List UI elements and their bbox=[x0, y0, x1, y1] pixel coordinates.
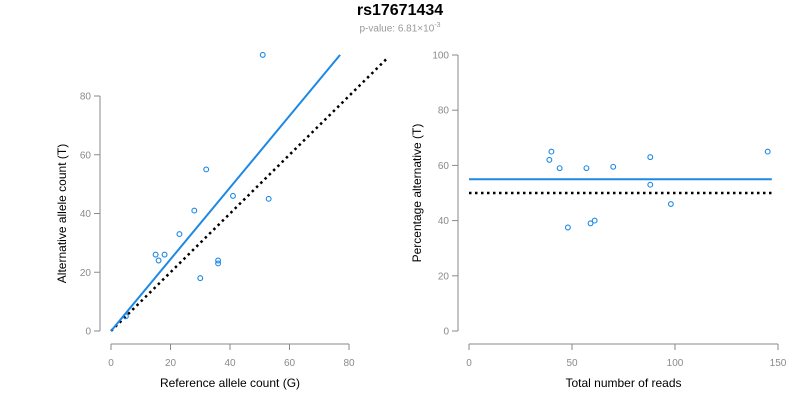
x-axis-title: Reference allele count (G) bbox=[160, 376, 300, 390]
data-point bbox=[610, 163, 617, 170]
y-tick-label: 60 bbox=[80, 150, 92, 161]
y-axis-title: Percentage alternative (T) bbox=[410, 124, 424, 263]
y-tick-label: 100 bbox=[432, 51, 449, 62]
data-point bbox=[191, 207, 198, 214]
data-point bbox=[647, 154, 654, 161]
data-point bbox=[259, 51, 266, 58]
x-tick-label: 100 bbox=[667, 358, 684, 369]
data-point bbox=[265, 195, 272, 202]
y-tick-label: 0 bbox=[85, 327, 91, 338]
data-point bbox=[155, 257, 162, 264]
data-point bbox=[230, 192, 236, 199]
chart-subtitle: p-value: 6.81×10-3 bbox=[0, 22, 800, 34]
y-tick-label: 80 bbox=[80, 92, 92, 103]
data-point bbox=[583, 165, 590, 172]
data-point bbox=[647, 181, 654, 188]
y-tick-label: 40 bbox=[438, 216, 450, 227]
x-tick-label: 0 bbox=[466, 358, 472, 369]
chart-title: rs17671434 bbox=[356, 2, 444, 19]
y-axis-title: Alternative allele count (T) bbox=[55, 144, 69, 283]
x-tick-label: 80 bbox=[343, 358, 355, 369]
y-tick-label: 80 bbox=[438, 106, 450, 117]
data-point bbox=[122, 313, 129, 320]
fit-line bbox=[110, 54, 341, 332]
data-point bbox=[203, 166, 210, 173]
y-tick-label: 20 bbox=[438, 271, 450, 282]
x-tick-label: 20 bbox=[165, 358, 177, 369]
x-axis-title: Total number of reads bbox=[565, 376, 681, 390]
data-point bbox=[161, 251, 168, 258]
panel-2: 0 20 40 60 80 100 0 50 100 150 Total number of rea… bbox=[410, 51, 787, 391]
data-point bbox=[546, 156, 553, 163]
data-point bbox=[556, 165, 563, 172]
panel-1: 0 20 40 60 80 0 20 40 60 80 Reference allele count… bbox=[55, 51, 389, 390]
subtitle-prefix: p-value: 6.81×10 bbox=[359, 23, 435, 35]
data-point bbox=[176, 231, 183, 238]
data-point bbox=[152, 251, 159, 258]
data-point bbox=[591, 217, 598, 224]
y-tick-label: 60 bbox=[438, 161, 450, 172]
data-point bbox=[215, 257, 222, 264]
data-point bbox=[548, 148, 555, 155]
data-point bbox=[667, 201, 674, 207]
x-tick-label: 50 bbox=[566, 358, 578, 369]
data-point bbox=[587, 220, 594, 227]
x-tick-label: 40 bbox=[224, 358, 236, 369]
reference-line bbox=[110, 56, 389, 332]
y-tick-label: 20 bbox=[80, 268, 92, 279]
x-tick-label: 60 bbox=[284, 358, 296, 369]
data-point bbox=[197, 275, 204, 282]
x-tick-label: 150 bbox=[770, 358, 787, 369]
x-tick-label: 0 bbox=[108, 358, 114, 369]
y-tick-label: 0 bbox=[443, 327, 449, 338]
data-point bbox=[564, 224, 571, 231]
data-point bbox=[764, 148, 771, 155]
subtitle-exponent: -3 bbox=[434, 22, 441, 29]
data-point bbox=[215, 260, 222, 267]
y-tick-label: 40 bbox=[80, 209, 92, 220]
